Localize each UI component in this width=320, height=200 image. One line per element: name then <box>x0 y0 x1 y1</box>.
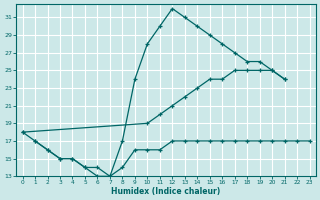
X-axis label: Humidex (Indice chaleur): Humidex (Indice chaleur) <box>111 187 221 196</box>
